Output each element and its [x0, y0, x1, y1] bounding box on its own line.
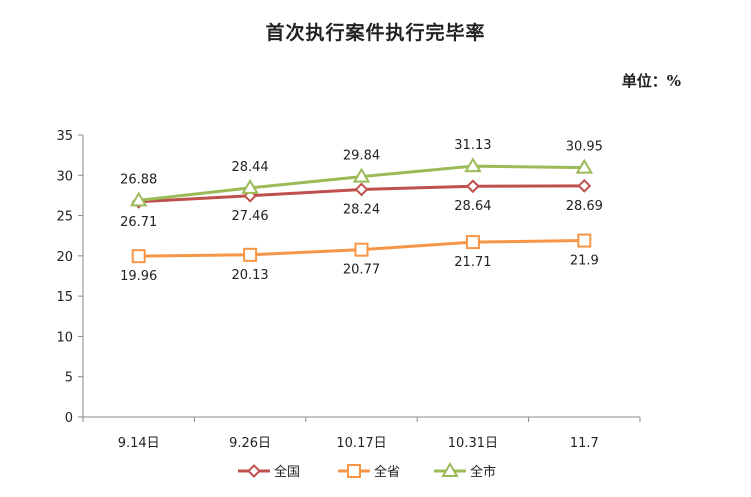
- data-label: 28.69: [566, 199, 603, 214]
- y-tick-label: 10: [56, 330, 73, 345]
- y-tick-label: 15: [56, 290, 73, 305]
- y-tick-label: 20: [56, 250, 73, 265]
- data-label: 30.95: [566, 140, 603, 155]
- x-tick-label: 9.26日: [229, 436, 271, 451]
- data-point: [465, 235, 480, 250]
- data-label: 29.84: [343, 149, 380, 164]
- data-point: [354, 182, 369, 197]
- data-point: [575, 158, 594, 174]
- legend-marker: [247, 464, 261, 478]
- data-point: [577, 233, 592, 248]
- data-label: 26.71: [120, 215, 157, 230]
- legend-marker: [347, 464, 361, 478]
- legend-label: 全省: [374, 464, 400, 480]
- data-point: [465, 179, 480, 194]
- data-label: 27.46: [231, 209, 268, 224]
- legend-label: 全市: [470, 464, 496, 480]
- data-label: 21.9: [570, 254, 599, 269]
- x-tick-label: 9.14日: [118, 436, 160, 451]
- y-tick-label: 35: [56, 129, 73, 144]
- y-tick-label: 5: [65, 371, 73, 386]
- data-point: [129, 191, 148, 207]
- data-label: 28.24: [343, 202, 380, 217]
- data-point: [577, 178, 592, 193]
- data-point: [243, 247, 258, 262]
- legend-marker: [441, 462, 459, 477]
- data-point: [464, 157, 482, 173]
- legend-label: 全国: [274, 464, 300, 480]
- data-label: 28.64: [454, 199, 491, 214]
- x-tick-label: 10.31日: [448, 436, 498, 451]
- y-tick-label: 30: [56, 169, 73, 184]
- data-label: 26.88: [120, 172, 157, 187]
- unit-label: 单位：%: [621, 72, 681, 90]
- y-tick-label: 0: [65, 411, 73, 426]
- data-label: 19.96: [120, 269, 157, 284]
- x-tick-label: 11.7: [570, 436, 599, 451]
- chart-title: 首次执行案件执行完毕率: [265, 22, 486, 44]
- data-label: 20.77: [343, 263, 380, 278]
- data-point: [354, 242, 369, 257]
- y-tick-label: 25: [56, 210, 73, 225]
- x-tick-label: 10.17日: [336, 436, 386, 451]
- data-point: [352, 167, 371, 183]
- data-label: 20.13: [231, 268, 268, 283]
- data-label: 21.71: [454, 255, 491, 270]
- data-label: 28.44: [231, 160, 268, 175]
- data-label: 31.13: [454, 138, 491, 153]
- data-point: [131, 249, 146, 264]
- data-point: [241, 178, 259, 194]
